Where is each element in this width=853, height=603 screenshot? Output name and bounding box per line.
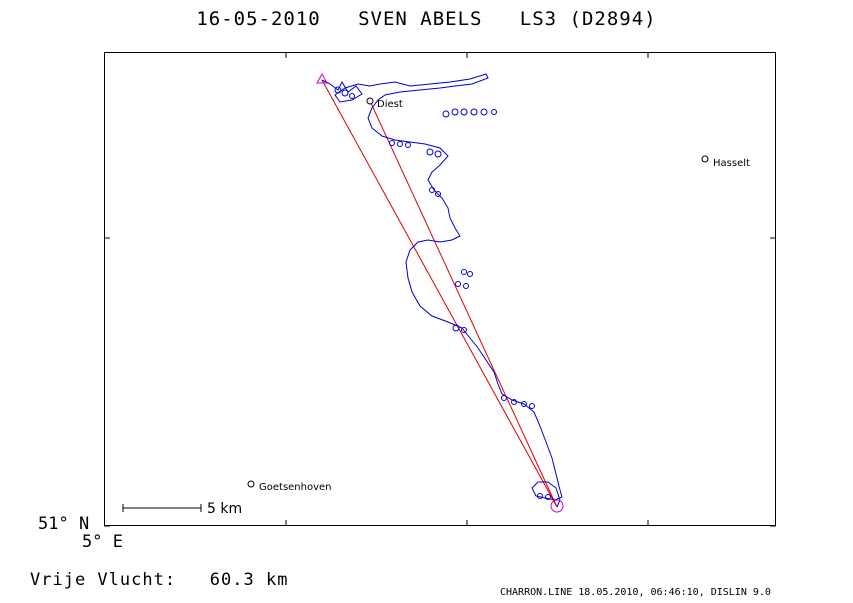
scale-bar — [122, 504, 202, 512]
finish-circle — [550, 499, 564, 513]
place-label-diest: Diest — [377, 99, 403, 110]
latitude-label: 51° N — [38, 514, 90, 534]
goetsenhoven-marker — [247, 480, 255, 488]
distance-value: 60.3 km — [209, 570, 289, 590]
task-lines — [321, 79, 558, 508]
longitude-label: 5° E — [82, 532, 123, 552]
glider-type: LS3 (D2894) — [519, 8, 657, 30]
hasselt-marker — [701, 155, 709, 163]
place-label-hasselt: Hasselt — [713, 158, 750, 169]
flight-date: 16-05-2010 — [196, 8, 321, 30]
scale-label: 5 km — [207, 501, 243, 517]
place-label-goetsenhoven: Goetsenhoven — [259, 482, 332, 493]
thermal-circles — [334, 86, 551, 500]
flight-title: 16-05-2010 SVEN ABELS LS3 (D2894) — [0, 8, 853, 30]
flight-track — [321, 73, 563, 508]
footer-credit: CHARRON.LINE 18.05.2010, 06:46:10, DISLI… — [500, 587, 771, 598]
diest-marker — [366, 97, 374, 105]
distance-label: Vrije Vlucht: — [30, 570, 177, 590]
axis-ticks — [104, 52, 776, 527]
flight-distance: Vrije Vlucht: 60.3 km — [30, 570, 288, 590]
start-triangle — [316, 72, 328, 84]
map-frame — [104, 52, 776, 526]
pilot-name: SVEN ABELS — [358, 8, 483, 30]
